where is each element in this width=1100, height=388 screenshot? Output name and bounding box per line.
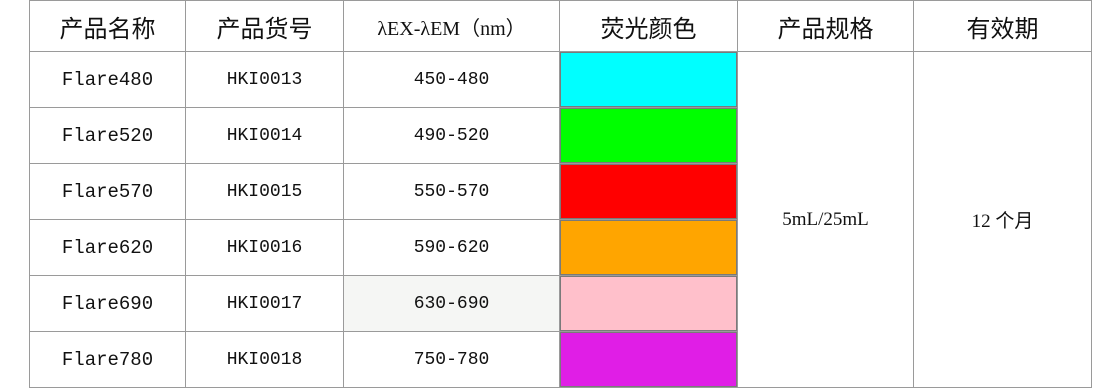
wavelength-cell: 550-570 bbox=[343, 163, 560, 220]
product-code-cell: HKI0017 bbox=[185, 275, 344, 332]
product-table: 产品名称 产品货号 λEX-λEM（nm） 荧光颜色 产品规格 有效期 Flar… bbox=[29, 0, 1092, 388]
color-swatch-cell bbox=[559, 107, 738, 164]
color-swatch bbox=[560, 164, 737, 219]
table-row: Flare520 HKI0014 490-520 bbox=[29, 107, 1092, 164]
header-validity: 有效期 bbox=[913, 0, 1092, 52]
product-name-cell: Flare690 bbox=[29, 275, 186, 332]
product-code-cell: HKI0015 bbox=[185, 163, 344, 220]
product-code-cell: HKI0018 bbox=[185, 331, 344, 388]
color-swatch-cell bbox=[559, 219, 738, 276]
color-swatch bbox=[560, 332, 737, 387]
header-wavelength: λEX-λEM（nm） bbox=[343, 0, 560, 52]
validity-cell: 12 个月 bbox=[913, 51, 1092, 388]
product-name-cell: Flare780 bbox=[29, 331, 186, 388]
header-row: 产品名称 产品货号 λEX-λEM（nm） 荧光颜色 产品规格 有效期 bbox=[29, 0, 1092, 52]
color-swatch-cell bbox=[559, 51, 738, 108]
product-name-cell: Flare570 bbox=[29, 163, 186, 220]
table-row: Flare780 HKI0018 750-780 bbox=[29, 331, 1092, 388]
header-fluorescence-color: 荧光颜色 bbox=[559, 0, 738, 52]
header-product-name: 产品名称 bbox=[29, 0, 186, 52]
header-product-code: 产品货号 bbox=[185, 0, 344, 52]
product-name-cell: Flare620 bbox=[29, 219, 186, 276]
color-swatch bbox=[560, 108, 737, 163]
product-code-cell: HKI0014 bbox=[185, 107, 344, 164]
wavelength-cell: 490-520 bbox=[343, 107, 560, 164]
product-name-cell: Flare480 bbox=[29, 51, 186, 108]
table-row: Flare480 HKI0013 450-480 5mL/25mL 12 个月 bbox=[29, 51, 1092, 388]
product-code-cell: HKI0016 bbox=[185, 219, 344, 276]
header-product-spec: 产品规格 bbox=[737, 0, 914, 52]
color-swatch bbox=[560, 220, 737, 275]
color-swatch bbox=[560, 52, 737, 107]
color-swatch-cell bbox=[559, 275, 738, 332]
product-name-cell: Flare520 bbox=[29, 107, 186, 164]
product-code-cell: HKI0013 bbox=[185, 51, 344, 108]
spec-cell: 5mL/25mL bbox=[737, 51, 914, 388]
wavelength-cell: 750-780 bbox=[343, 331, 560, 388]
table-row: Flare570 HKI0015 550-570 bbox=[29, 163, 1092, 220]
color-swatch bbox=[560, 276, 737, 331]
color-swatch-cell bbox=[559, 163, 738, 220]
wavelength-cell: 450-480 bbox=[343, 51, 560, 108]
color-swatch-cell bbox=[559, 331, 738, 388]
table-row: Flare690 HKI0017 630-690 bbox=[29, 275, 1092, 332]
wavelength-cell: 590-620 bbox=[343, 219, 560, 276]
wavelength-cell: 630-690 bbox=[343, 275, 560, 332]
